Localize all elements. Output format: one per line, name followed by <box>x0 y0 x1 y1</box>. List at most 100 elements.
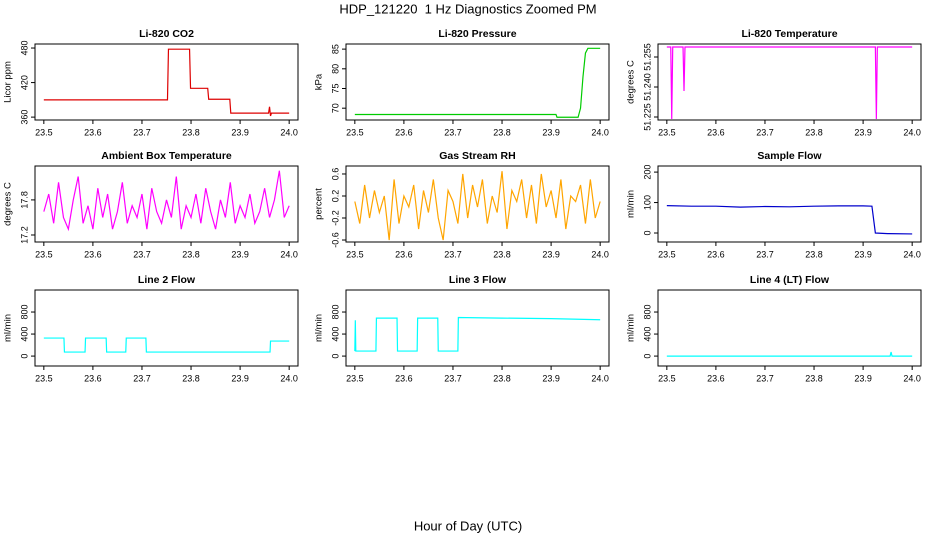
panel: Li-820 Temperature degrees C 23.5 23.6 23.7 2… <box>626 28 922 137</box>
x-tick-label: 23.9 <box>231 127 249 137</box>
x-tick-label: 24.0 <box>280 127 298 137</box>
y-tick-label: 51.240 <box>642 73 652 101</box>
plot <box>666 205 913 235</box>
plot <box>354 316 601 352</box>
x-tick-label: 23.5 <box>658 373 676 383</box>
x-tick-label: 24.0 <box>280 373 298 383</box>
panel-title: Li-820 Temperature <box>741 28 837 40</box>
x-tick-label: 23.6 <box>84 373 102 383</box>
x-tick-label: 24.0 <box>591 373 609 383</box>
y-tick-label: 480 <box>19 41 29 56</box>
plot-frame <box>657 165 922 243</box>
x-tick-label: 23.5 <box>658 249 676 259</box>
x-tick-label: 23.5 <box>35 127 53 137</box>
panel-title: Line 2 Flow <box>138 274 196 286</box>
figure-title: HDP_121220 1 Hz Diagnostics Zoomed PM <box>339 1 596 16</box>
panel-title: Gas Stream RH <box>439 150 515 162</box>
x-tick-label: 23.9 <box>542 127 560 137</box>
panel: Line 2 Flow ml/min 23.5 23.6 23.7 23.8 23.9 24.… <box>3 274 299 383</box>
y-axis-label: ml/min <box>3 314 14 342</box>
plot <box>43 337 290 353</box>
x-tick-label: 23.7 <box>756 373 774 383</box>
data-line <box>43 170 290 232</box>
y-tick-label: 400 <box>19 327 29 342</box>
x-tick-label: 23.9 <box>231 373 249 383</box>
y-axis-label: Licor ppm <box>3 61 14 103</box>
y-tick-label: 17.8 <box>19 191 29 209</box>
y-tick-label: -0.2 <box>330 210 340 226</box>
y-tick-label: 0.2 <box>330 190 340 203</box>
y-tick-label: 100 <box>642 195 652 210</box>
y-tick-label: -0.6 <box>330 232 340 248</box>
y-axis-label: kPa <box>314 73 325 90</box>
plot-frame <box>34 165 299 243</box>
x-tick-label: 23.8 <box>805 127 823 137</box>
plot-frame <box>345 289 610 367</box>
x-tick-label: 23.8 <box>493 249 511 259</box>
plot <box>354 171 601 241</box>
y-tick-label: 0 <box>642 354 652 359</box>
panel-title: Li-820 Pressure <box>438 28 516 40</box>
y-tick-label: 0.6 <box>330 168 340 181</box>
data-line <box>43 337 290 353</box>
x-tick-label: 23.7 <box>133 249 151 259</box>
x-tick-label: 23.6 <box>84 127 102 137</box>
y-tick-label: 360 <box>19 110 29 125</box>
x-tick-label: 23.7 <box>444 249 462 259</box>
x-tick-label: 23.8 <box>805 249 823 259</box>
x-tick-label: 23.7 <box>444 373 462 383</box>
y-axis-label: percent <box>314 188 325 220</box>
x-axis-label: Hour of Day (UTC) <box>414 518 522 533</box>
x-tick-label: 23.7 <box>756 127 774 137</box>
plot-frame <box>657 289 922 367</box>
x-tick-label: 23.8 <box>493 127 511 137</box>
plot-frame <box>345 165 610 243</box>
data-line <box>354 171 601 241</box>
y-axis-label: ml/min <box>626 190 637 218</box>
y-tick-label: 17.2 <box>19 226 29 244</box>
panel: Li-820 Pressure kPa 23.5 23.6 23.7 23.8 23.9 24… <box>314 28 610 137</box>
x-tick-label: 23.5 <box>35 249 53 259</box>
y-tick-label: 85 <box>330 44 340 54</box>
y-axis-label: degrees C <box>3 182 14 226</box>
x-tick-label: 23.9 <box>542 373 560 383</box>
y-tick-label: 0 <box>330 354 340 359</box>
x-tick-label: 23.8 <box>182 127 200 137</box>
x-tick-label: 23.6 <box>707 373 725 383</box>
x-tick-label: 23.5 <box>35 373 53 383</box>
y-axis-label: ml/min <box>314 314 325 342</box>
y-tick-label: 800 <box>330 305 340 320</box>
x-tick-label: 23.7 <box>756 249 774 259</box>
y-axis-label: degrees C <box>626 60 637 104</box>
panel-title: Li-820 CO2 <box>139 28 194 40</box>
panel: Ambient Box Temperature degrees C 23.5 23.6… <box>3 150 299 259</box>
plot <box>354 47 601 118</box>
y-tick-label: 51.255 <box>642 43 652 71</box>
panel-title: Line 4 (LT) Flow <box>750 274 830 286</box>
y-tick-label: 0 <box>642 231 652 236</box>
data-line <box>666 46 913 120</box>
x-tick-label: 23.6 <box>707 127 725 137</box>
data-line <box>666 351 913 357</box>
x-tick-label: 24.0 <box>591 127 609 137</box>
plot <box>43 170 290 232</box>
x-tick-label: 23.6 <box>395 373 413 383</box>
x-tick-label: 23.9 <box>542 249 560 259</box>
x-tick-label: 23.7 <box>444 127 462 137</box>
y-tick-label: 420 <box>19 75 29 90</box>
panel-title: Line 3 Flow <box>449 274 507 286</box>
x-tick-label: 24.0 <box>280 249 298 259</box>
data-line <box>354 47 601 118</box>
x-tick-label: 23.9 <box>854 127 872 137</box>
x-tick-label: 23.5 <box>658 127 676 137</box>
y-tick-label: 400 <box>330 327 340 342</box>
y-tick-label: 0 <box>19 354 29 359</box>
x-tick-label: 23.5 <box>346 127 364 137</box>
x-tick-label: 24.0 <box>591 249 609 259</box>
data-line <box>666 205 913 235</box>
plot <box>666 351 913 357</box>
y-tick-label: 200 <box>642 165 652 180</box>
x-tick-label: 24.0 <box>903 249 921 259</box>
data-line <box>43 48 290 117</box>
